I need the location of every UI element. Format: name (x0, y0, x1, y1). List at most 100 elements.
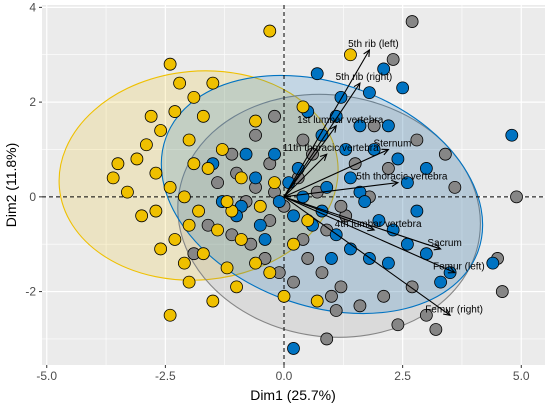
data-point (287, 342, 300, 355)
data-point (144, 109, 158, 123)
variable-label: 5th rib (right) (336, 72, 393, 83)
data-point (230, 280, 243, 294)
arrow-head (319, 153, 328, 161)
data-point (211, 176, 224, 190)
data-point (310, 294, 324, 308)
data-point (301, 214, 315, 227)
arrow-head (391, 179, 400, 187)
data-point (419, 162, 433, 175)
data-point (196, 247, 210, 261)
data-point (249, 256, 262, 270)
data-point (287, 275, 300, 289)
y-tick-label: 0 (29, 190, 36, 204)
data-point (495, 285, 509, 298)
data-point (187, 90, 201, 104)
data-point (206, 294, 220, 308)
variable-label: 5th thoracic vertebra (356, 172, 448, 183)
x-tick-label: 0.0 (276, 369, 293, 383)
data-point (325, 252, 338, 265)
data-point (263, 24, 277, 38)
data-point (386, 53, 400, 66)
data-point (344, 48, 357, 62)
reference-lines (42, 5, 545, 365)
arrow-head (433, 243, 442, 251)
y-tick-label: -2 (25, 285, 36, 299)
data-point (139, 138, 153, 152)
data-point (196, 109, 210, 123)
data-point (168, 105, 182, 118)
data-point (400, 176, 414, 190)
axis-ticks: -5.0 -2.5 0.0 2.5 5.0 -2 0 2 4 (25, 0, 530, 383)
variable-arrow (283, 182, 398, 198)
data-point (315, 266, 329, 280)
data-point (234, 233, 248, 246)
data-point (234, 171, 248, 185)
y-tick-label: 2 (29, 95, 36, 109)
data-point (334, 90, 348, 104)
data-point (510, 190, 523, 204)
variable-arrow (283, 148, 389, 198)
arrow-head (447, 266, 456, 274)
data-point (111, 157, 125, 171)
data-point (296, 190, 310, 204)
variable-arrow (283, 125, 337, 198)
data-point (258, 233, 272, 246)
data-point (372, 214, 386, 227)
data-point (168, 233, 182, 246)
data-point (121, 185, 134, 199)
variable-label: Sternum (374, 138, 412, 149)
arrow-head (363, 48, 371, 58)
x-tick-label: 2.5 (394, 369, 411, 383)
data-point (149, 166, 163, 180)
data-point (382, 119, 395, 133)
data-point (187, 157, 201, 171)
data-point (135, 209, 149, 223)
data-point (249, 171, 262, 185)
y-tick-label: 4 (29, 0, 36, 14)
data-point (339, 143, 353, 156)
data-point (268, 176, 281, 190)
data-point (386, 223, 400, 237)
variable-label: Sacrum (427, 238, 461, 249)
data-point (301, 252, 315, 265)
data-point (448, 180, 462, 194)
data-point (405, 15, 419, 28)
variable-arrow (283, 196, 451, 316)
data-point (163, 308, 177, 322)
data-point (211, 223, 224, 237)
variable-arrows: 5th rib (left) 5th rib (right) 1st lumbar … (283, 39, 485, 316)
data-point (377, 289, 391, 303)
data-point (429, 323, 443, 336)
variable-arrow (283, 196, 441, 250)
data-point (272, 195, 286, 208)
data-point (367, 119, 381, 133)
data-point (239, 147, 253, 161)
data-point (320, 332, 334, 346)
data-point (253, 218, 267, 232)
data-point (505, 128, 519, 142)
data-point (163, 180, 177, 194)
data-point (177, 190, 191, 204)
data-point (268, 109, 281, 123)
data-point (391, 152, 405, 166)
data-point (154, 242, 168, 256)
y-axis-title: Dim2 (11.8%) (3, 143, 19, 228)
data-point (287, 209, 300, 223)
data-point (334, 199, 348, 213)
variable-arrow (283, 49, 370, 198)
data-point (396, 81, 410, 95)
data-point (400, 237, 414, 251)
data-point (182, 133, 196, 147)
data-point (325, 289, 338, 303)
data-point (382, 256, 395, 270)
data-point (268, 147, 281, 161)
data-point (106, 171, 120, 185)
data-point (438, 147, 452, 161)
data-point (382, 162, 395, 175)
arrow-head (381, 148, 390, 156)
variable-arrow (283, 196, 456, 274)
data-point (310, 67, 324, 81)
data-point (263, 266, 277, 280)
data-point (192, 204, 205, 218)
